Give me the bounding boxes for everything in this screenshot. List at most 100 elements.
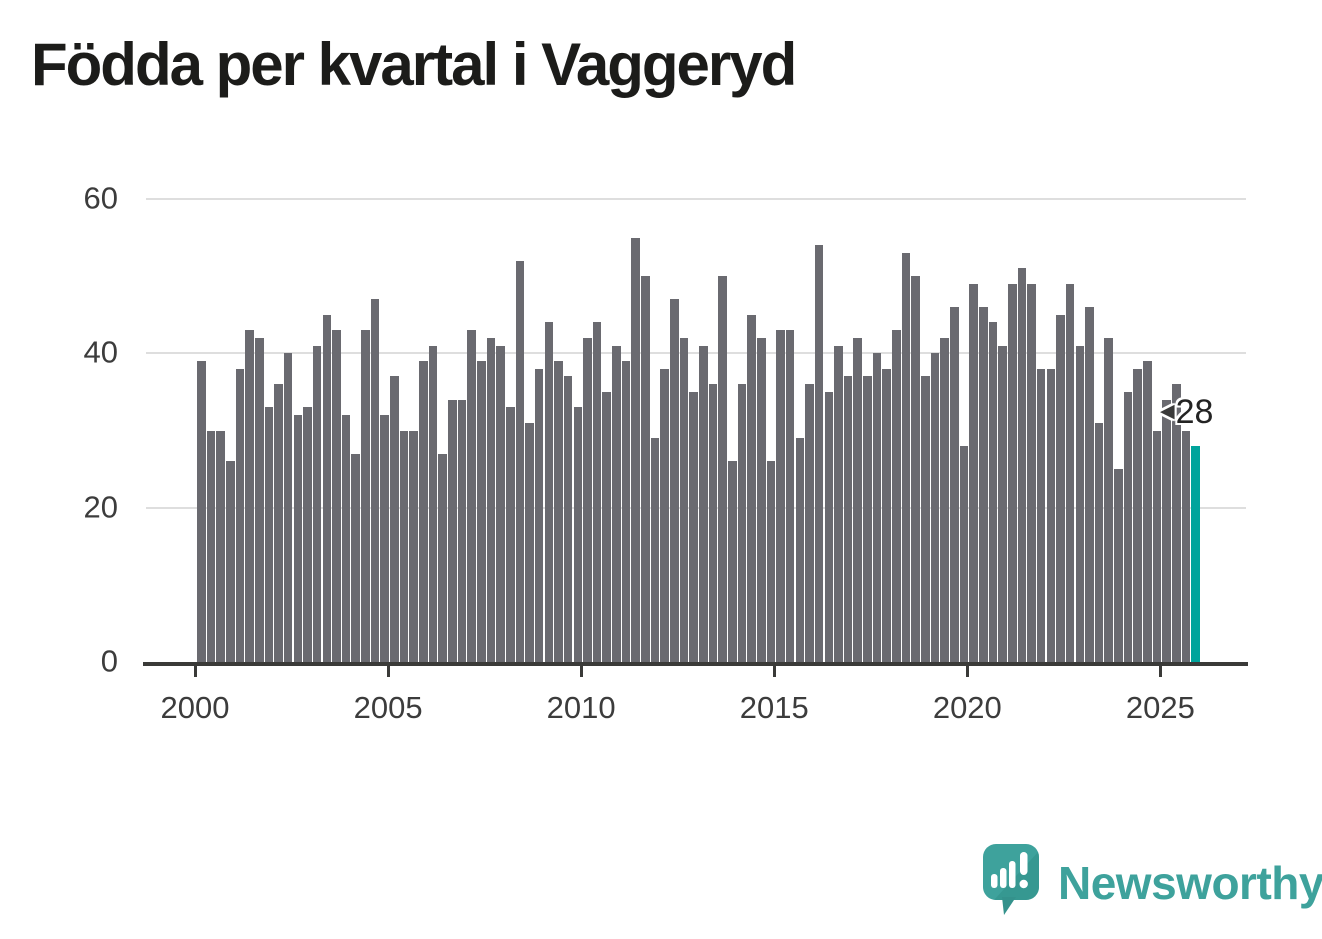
bar <box>718 276 727 662</box>
y-tick-label-20: 20 <box>83 488 118 524</box>
bar <box>264 407 274 662</box>
bar <box>361 330 370 662</box>
bar <box>341 415 351 662</box>
bar <box>486 337 496 662</box>
bar <box>448 399 457 662</box>
bar <box>322 314 332 662</box>
bar <box>882 368 892 662</box>
bar <box>1094 422 1104 662</box>
bar <box>245 330 254 662</box>
bar <box>515 260 525 662</box>
bar <box>998 345 1007 662</box>
left-arrow-icon: ◀ <box>1160 401 1175 422</box>
bar <box>776 330 785 662</box>
bar <box>428 345 438 662</box>
bar <box>544 322 554 662</box>
bar <box>399 430 409 662</box>
bar <box>631 237 641 662</box>
bar <box>1123 391 1133 662</box>
bar <box>853 337 863 662</box>
bar <box>419 361 428 662</box>
bar <box>206 430 216 662</box>
bar <box>1065 283 1075 662</box>
bar <box>293 415 303 662</box>
bar <box>824 391 834 662</box>
bar <box>525 422 534 662</box>
bar <box>467 330 476 662</box>
bar <box>950 307 959 662</box>
bar <box>641 276 650 662</box>
bar <box>621 361 631 662</box>
plot-area <box>146 160 1246 662</box>
x-tick-2025 <box>1158 664 1162 677</box>
latest-value-label: 28 <box>1175 393 1214 431</box>
bar <box>1172 384 1181 662</box>
bar <box>303 407 312 662</box>
bar <box>940 337 949 662</box>
bar-highlighted <box>1191 445 1200 662</box>
bar <box>930 353 940 662</box>
bar <box>332 330 341 662</box>
x-tick-2020 <box>965 664 969 677</box>
bar <box>380 415 390 662</box>
bar <box>660 368 669 662</box>
bar <box>476 361 486 662</box>
bar <box>390 376 399 662</box>
bar <box>563 376 573 662</box>
bar <box>872 353 882 662</box>
bar <box>814 245 824 662</box>
bar <box>670 299 679 662</box>
bar <box>737 384 747 662</box>
bar <box>650 438 660 662</box>
bar <box>1075 345 1085 662</box>
bar <box>901 253 911 662</box>
x-tick-label-2000: 2000 <box>160 690 230 725</box>
bar <box>1007 283 1017 662</box>
bar <box>583 337 592 662</box>
bar <box>747 314 756 662</box>
bar <box>795 438 805 662</box>
bar <box>892 330 901 662</box>
x-tick-2000 <box>193 664 197 677</box>
gridline-40 <box>146 352 1246 355</box>
chart-title: Födda per kvartal i Vaggeryd <box>31 31 797 98</box>
bar <box>911 276 920 662</box>
bar <box>274 384 283 662</box>
bar <box>1162 399 1171 662</box>
bar <box>409 430 418 662</box>
bar <box>988 322 998 662</box>
x-axis-line <box>143 662 1248 666</box>
bar <box>727 461 737 662</box>
x-tick-label-2005: 2005 <box>353 690 423 725</box>
bar <box>235 368 245 662</box>
x-tick-label-2025: 2025 <box>1125 690 1195 725</box>
bar <box>834 345 843 662</box>
bar <box>312 345 322 662</box>
x-tick-label-2015: 2015 <box>739 690 809 725</box>
x-tick-2010 <box>579 664 583 677</box>
bar <box>1152 430 1162 662</box>
bar <box>921 376 930 662</box>
bar <box>699 345 708 662</box>
bar <box>1143 361 1152 662</box>
bar <box>370 299 380 662</box>
latest-value-annotation: ◀ 28 <box>1160 395 1213 429</box>
bar <box>496 345 505 662</box>
bar <box>1181 430 1191 662</box>
bar <box>969 283 978 662</box>
bar <box>689 391 698 662</box>
bar <box>1056 314 1065 662</box>
bar <box>197 361 206 662</box>
bar <box>592 322 602 662</box>
x-tick-label-2020: 2020 <box>932 690 1002 725</box>
newsworthy-logo-icon <box>983 844 1039 915</box>
bar <box>1104 337 1114 662</box>
x-tick-2015 <box>772 664 776 677</box>
bar <box>554 361 563 662</box>
bar <box>438 453 447 662</box>
bar <box>457 399 467 662</box>
bar <box>602 391 612 662</box>
bar <box>805 384 814 662</box>
bar <box>1085 307 1094 662</box>
